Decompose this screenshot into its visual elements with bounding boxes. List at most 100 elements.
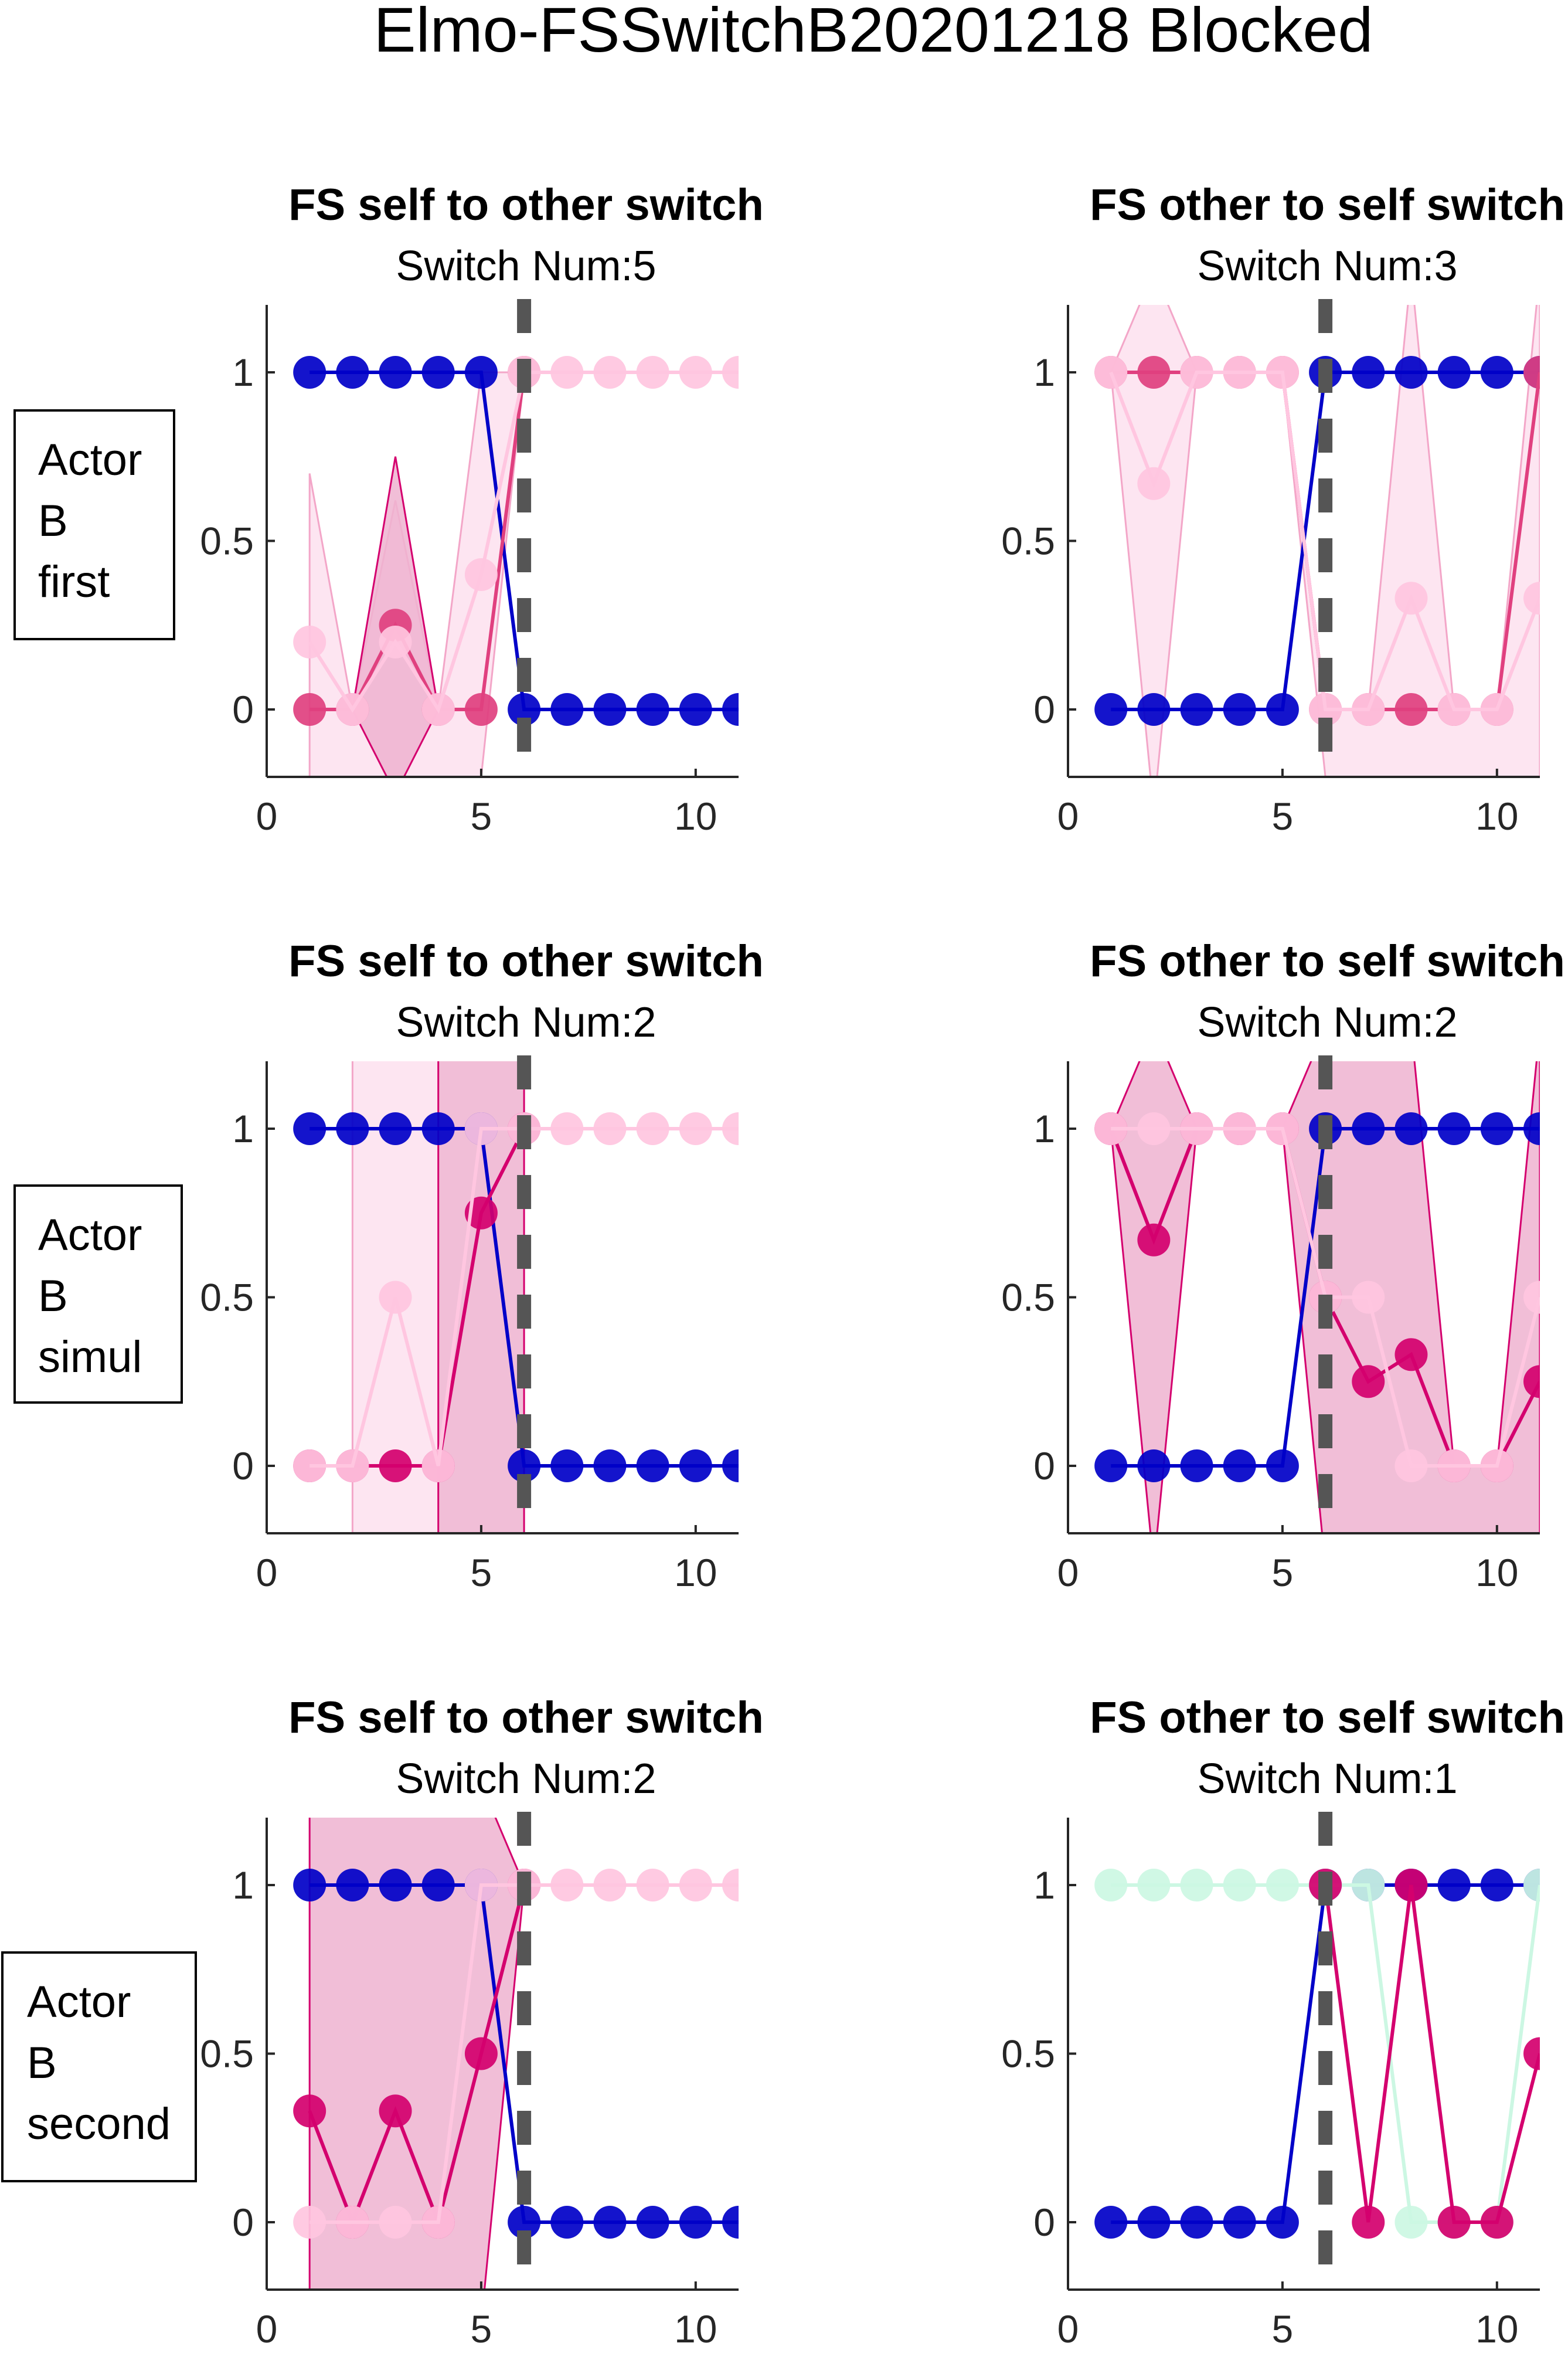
x-tick-label: 0 bbox=[256, 2307, 278, 2351]
data-point bbox=[1523, 582, 1540, 615]
data-point bbox=[379, 1281, 412, 1314]
x-tick-label: 10 bbox=[674, 794, 717, 838]
data-point bbox=[1094, 1869, 1128, 1901]
data-point bbox=[1266, 693, 1299, 726]
panel-subtitle: Switch Num:1 bbox=[1197, 1755, 1457, 1802]
panel-title: FS other to self switch bbox=[1090, 936, 1565, 986]
data-point bbox=[1437, 1112, 1471, 1145]
data-point bbox=[1223, 1112, 1256, 1145]
y-tick-label: 0 bbox=[232, 2201, 254, 2244]
data-point bbox=[550, 1112, 584, 1145]
row-label-line: B bbox=[38, 1271, 68, 1321]
y-tick-label: 0.5 bbox=[1001, 519, 1055, 563]
data-point bbox=[593, 693, 627, 726]
data-point bbox=[1437, 1869, 1471, 1901]
data-point bbox=[1523, 1365, 1540, 1398]
y-tick-label: 1 bbox=[1033, 1107, 1055, 1150]
data-point bbox=[1223, 693, 1256, 726]
data-point bbox=[1180, 356, 1213, 389]
data-point bbox=[636, 693, 669, 726]
data-point bbox=[679, 693, 712, 726]
data-point bbox=[1523, 2037, 1540, 2070]
data-point bbox=[1352, 356, 1385, 389]
row-label-box bbox=[1, 1951, 197, 2182]
data-point bbox=[1352, 2206, 1385, 2239]
panel-subtitle: Switch Num:2 bbox=[1197, 999, 1457, 1046]
y-tick-label: 0.5 bbox=[200, 519, 254, 563]
row-label-line: B bbox=[38, 496, 68, 546]
y-tick-label: 0.5 bbox=[1001, 2032, 1055, 2076]
data-point bbox=[1480, 356, 1513, 389]
data-point bbox=[1394, 693, 1428, 726]
data-point bbox=[1266, 1112, 1299, 1145]
data-point bbox=[1437, 693, 1471, 726]
x-tick-label: 10 bbox=[1475, 2307, 1518, 2351]
series-line bbox=[308, 1884, 526, 2228]
data-point bbox=[379, 356, 412, 389]
data-point bbox=[722, 1449, 739, 1482]
data-point bbox=[636, 1112, 669, 1145]
confidence-band bbox=[437, 1061, 525, 1533]
panel-title: FS self to other switch bbox=[288, 180, 764, 230]
data-point bbox=[1180, 1449, 1213, 1482]
data-point bbox=[593, 1869, 627, 1901]
data-point bbox=[1309, 693, 1342, 726]
row-label-box bbox=[13, 1184, 183, 1404]
data-point bbox=[593, 2206, 627, 2239]
data-point bbox=[1394, 582, 1428, 615]
data-point bbox=[336, 356, 369, 389]
data-point bbox=[1223, 356, 1256, 389]
data-point bbox=[1394, 356, 1428, 389]
row-label-line: second bbox=[27, 2099, 171, 2149]
x-tick-label: 0 bbox=[1057, 1551, 1079, 1594]
plot-area bbox=[1094, 1869, 1540, 2239]
data-point bbox=[1394, 1112, 1428, 1145]
data-point bbox=[293, 1112, 326, 1145]
data-point bbox=[1094, 693, 1128, 726]
data-point bbox=[1523, 1869, 1540, 1901]
data-point bbox=[1094, 2206, 1128, 2239]
data-point bbox=[1352, 693, 1385, 726]
x-tick-label: 5 bbox=[1272, 2307, 1294, 2351]
x-tick-label: 5 bbox=[471, 2307, 492, 2351]
panel-subtitle: Switch Num:3 bbox=[1197, 243, 1457, 290]
data-point bbox=[336, 693, 369, 726]
y-tick-label: 0 bbox=[232, 688, 254, 731]
data-point bbox=[1394, 2206, 1428, 2239]
y-tick-label: 0.5 bbox=[1001, 1276, 1055, 1319]
x-tick-label: 10 bbox=[674, 1551, 717, 1594]
row-label-line: B bbox=[27, 2038, 57, 2088]
data-point bbox=[464, 693, 498, 726]
data-point bbox=[508, 693, 541, 726]
x-tick-label: 10 bbox=[1475, 1551, 1518, 1594]
data-point bbox=[1352, 1869, 1385, 1901]
data-point bbox=[679, 1112, 712, 1145]
y-tick-label: 0 bbox=[232, 1444, 254, 1488]
data-point bbox=[1480, 693, 1513, 726]
data-point bbox=[293, 356, 326, 389]
data-point bbox=[293, 2206, 326, 2239]
data-point bbox=[1223, 1449, 1256, 1482]
data-point bbox=[636, 2206, 669, 2239]
x-tick-label: 0 bbox=[1057, 2307, 1079, 2351]
row-label-line: simul bbox=[38, 1332, 142, 1382]
data-point bbox=[1137, 1869, 1171, 1901]
y-tick-label: 0 bbox=[1033, 1444, 1055, 1488]
x-tick-label: 0 bbox=[1057, 794, 1079, 838]
data-point bbox=[379, 1112, 412, 1145]
data-point bbox=[508, 1449, 541, 1482]
x-tick-label: 0 bbox=[256, 1551, 278, 1594]
data-point bbox=[421, 1869, 455, 1901]
data-point bbox=[1266, 1869, 1299, 1901]
data-point bbox=[1137, 2206, 1171, 2239]
data-point bbox=[722, 356, 739, 389]
data-point bbox=[1352, 1112, 1385, 1145]
row-label-line: Actor bbox=[38, 435, 142, 485]
panel-title: FS self to other switch bbox=[288, 1693, 764, 1743]
y-tick-label: 0.5 bbox=[200, 1276, 254, 1319]
